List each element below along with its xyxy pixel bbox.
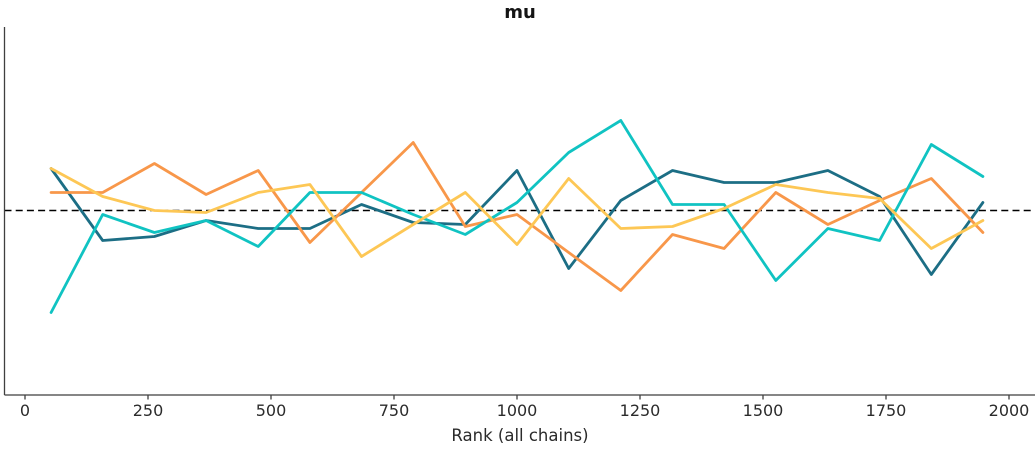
x-tick-label: 250	[133, 401, 164, 420]
trace-line-chain-1	[49, 141, 985, 292]
x-tick-label: 750	[379, 401, 410, 420]
trace-line-chain-3	[49, 167, 985, 258]
chart-title: mu	[504, 2, 536, 23]
x-tick-label: 0	[20, 401, 30, 420]
x-tick-label: 1500	[743, 401, 784, 420]
x-tick-label: 500	[256, 401, 287, 420]
x-tick-label: 2000	[989, 401, 1030, 420]
x-tick-label: 1250	[620, 401, 661, 420]
x-tick-label: 1000	[497, 401, 538, 420]
x-axis-label: Rank (all chains)	[451, 426, 589, 445]
x-tick-label: 1750	[866, 401, 907, 420]
trace-line-chain-2	[49, 119, 985, 314]
